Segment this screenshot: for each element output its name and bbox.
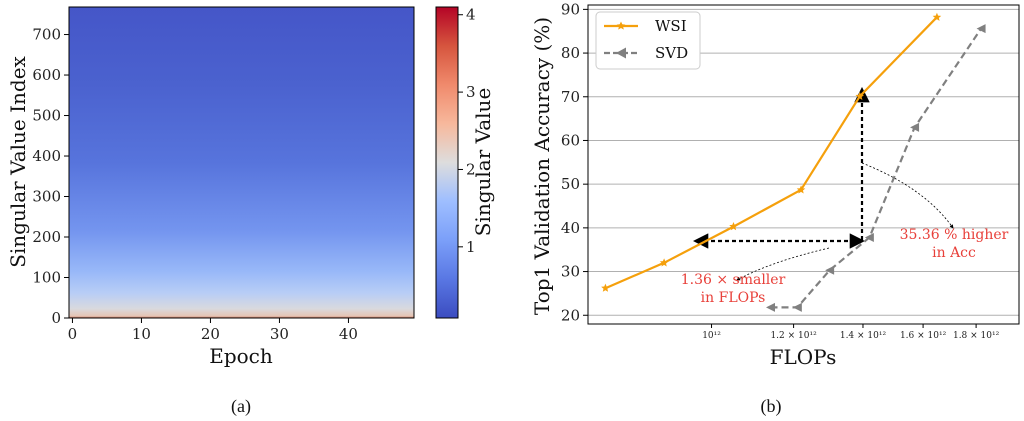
line-xlabel: FLOPs (770, 345, 837, 369)
data-point-svd (910, 122, 920, 132)
flops-annotation-line2: in FLOPs (701, 290, 766, 306)
data-point-wsi (796, 185, 806, 194)
data-point-wsi (659, 258, 669, 267)
heatmap-xtick-label: 0 (68, 325, 78, 343)
heatmap-panel: 0 100 200 300 400 500 600 700 0 10 20 30 40 Epoch S… (6, 6, 495, 417)
heatmap-xtick-label: 30 (270, 325, 289, 343)
colorbar-label: Singular Value (471, 88, 495, 237)
series-wsi (601, 12, 942, 292)
line-ytick-label: 40 (561, 219, 580, 237)
line-chart-panel: 20 30 40 50 60 70 80 90 10¹² 1.2 × 10¹² 1.4 × 10¹… (530, 0, 1020, 417)
heatmap-xtick-label: 20 (201, 325, 220, 343)
line-xtick-label: 1.6 × 10¹² (900, 331, 947, 341)
line-plot-frame (587, 4, 1020, 325)
legend-svd-label: SVD (655, 44, 688, 62)
colorbar-tick-label: 2 (466, 160, 476, 178)
data-point-wsi (601, 283, 610, 292)
colorbar (435, 6, 459, 319)
line-xtick-label: 10¹² (702, 331, 721, 341)
heatmap-ytick-label: 500 (32, 107, 61, 125)
heatmap-ytick-label: 400 (32, 147, 61, 165)
heatmap-ytick-label: 0 (51, 309, 61, 327)
heatmap-ytick-label: 300 (32, 188, 61, 206)
line-ylabel: Top1 Validation Accuracy (%) (530, 17, 554, 315)
line-ytick-label: 70 (561, 88, 580, 106)
line-ytick-label: 90 (561, 0, 580, 18)
line-ytick-label: 80 (561, 44, 580, 62)
line-xtick-label: 1.8 × 10¹² (953, 331, 1000, 341)
acc-annotation-line2: in Acc (932, 245, 976, 261)
heatmap-frame (68, 6, 415, 319)
heatmap-x-ticks: 0 10 20 30 40 (68, 318, 358, 343)
heatmap-xtick-label: 40 (339, 325, 358, 343)
data-point-wsi (729, 222, 738, 231)
line-xtick-label: 1.2 × 10¹² (770, 331, 817, 341)
line-ytick-label: 30 (561, 263, 580, 281)
series-svd (766, 24, 986, 312)
legend-wsi-label: WSI (655, 17, 687, 35)
data-point-wsi (855, 91, 865, 100)
colorbar-tick-label: 1 (466, 238, 476, 256)
caption-b: (b) (761, 396, 782, 417)
flops-leader-arrow (736, 247, 830, 281)
data-point-svd (864, 232, 874, 242)
heatmap-ytick-label: 100 (32, 269, 61, 287)
legend-svd-triangle-icon (616, 47, 626, 59)
data-point-svd (825, 265, 835, 275)
line-ytick-label: 60 (561, 131, 580, 149)
colorbar-ticks: 1 2 3 4 (458, 6, 476, 256)
heatmap-ytick-label: 600 (32, 66, 61, 84)
data-point-wsi (932, 12, 942, 21)
data-point-svd (976, 24, 986, 34)
legend: WSI SVD (595, 11, 701, 70)
data-point-svd (766, 302, 776, 312)
heatmap-ylabel: Singular Value Index (6, 55, 30, 267)
line-xtick-label: 1.4 × 10¹² (840, 331, 887, 341)
series-line-svd (770, 27, 983, 309)
colorbar-tick-label: 3 (466, 83, 476, 101)
acc-leader-arrow (861, 162, 954, 229)
legend-wsi-star-icon (616, 21, 626, 30)
heatmap-area (69, 7, 414, 318)
heatmap-xlabel: Epoch (209, 344, 273, 368)
colorbar-tick-label: 4 (466, 6, 476, 24)
heatmap-ytick-label: 200 (32, 228, 61, 246)
flops-annotation-line1: 1.36 × smaller (681, 272, 786, 288)
line-ytick-label: 50 (561, 175, 580, 193)
line-x-ticks: 10¹² 1.2 × 10¹² 1.4 × 10¹² 1.6 × 10¹² 1.8 × … (702, 324, 1000, 341)
line-y-ticks: 20 30 40 50 60 70 80 90 (561, 0, 588, 324)
series-line-wsi (604, 16, 938, 290)
heatmap-xtick-label: 10 (132, 325, 151, 343)
heatmap-ytick-label: 700 (32, 26, 61, 44)
acc-annotation-line1: 35.36 % higher (900, 227, 1009, 243)
line-ytick-label: 20 (561, 306, 580, 324)
data-point-svd (792, 302, 802, 312)
heatmap-y-ticks: 0 100 200 300 400 500 600 700 (32, 26, 69, 327)
caption-a: (a) (231, 396, 251, 417)
